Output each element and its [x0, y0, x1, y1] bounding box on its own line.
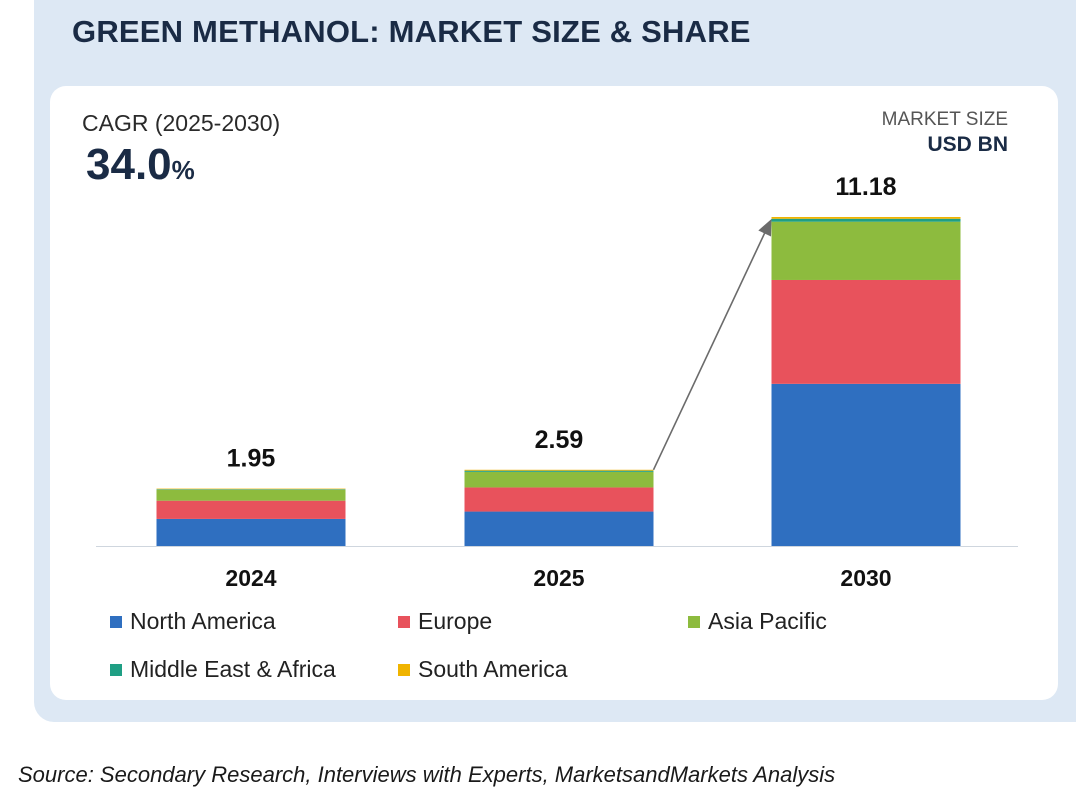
legend-swatch	[688, 615, 700, 628]
legend-swatch	[398, 615, 410, 628]
legend-item-middle-east-africa: Middle East & Africa	[110, 656, 336, 683]
cagr-value: 34.0%	[86, 140, 195, 190]
bar-segment-2030-south-america	[771, 217, 961, 219]
page-title: GREEN METHANOL: MARKET SIZE & SHARE	[72, 14, 751, 49]
bar-segment-2025-north-america	[464, 511, 654, 546]
bar-segment-2025-middle-east-africa	[464, 470, 654, 472]
bar-total-label-2024: 1.95	[227, 445, 276, 473]
bar-segment-2030-europe	[771, 279, 961, 384]
legend-item-europe: Europe	[398, 608, 492, 635]
bar-total-label-2030: 11.18	[835, 173, 896, 201]
bar-segment-2025-europe	[464, 487, 654, 512]
bar-segment-2024-south-america	[156, 488, 346, 490]
legend-label: North America	[130, 608, 276, 634]
bar-segment-2024-middle-east-africa	[156, 489, 346, 490]
source-note: Source: Secondary Research, Interviews w…	[18, 762, 836, 787]
legend-swatch	[110, 615, 122, 628]
x-tick-label-2025: 2025	[533, 565, 584, 591]
legend-label: Middle East & Africa	[130, 656, 336, 682]
market-size-label: MARKET SIZE	[881, 109, 1008, 130]
x-tick-label-2024: 2024	[225, 565, 276, 591]
legend-swatch	[398, 663, 410, 676]
growth-arrow-line	[652, 226, 769, 471]
bar-segment-2024-europe	[156, 500, 346, 519]
bar-segment-2030-asia-pacific	[771, 221, 961, 280]
legend-label: Europe	[418, 608, 493, 634]
legend-swatch	[110, 663, 122, 676]
bar-segment-2025-asia-pacific	[464, 471, 654, 488]
legend-item-south-america: South America	[398, 656, 568, 683]
legend-item-asia-pacific: Asia Pacific	[688, 608, 827, 635]
bar-segment-2030-middle-east-africa	[771, 218, 961, 222]
bar-segment-2030-north-america	[771, 383, 961, 546]
cagr-number: 34.0	[86, 140, 172, 189]
growth-arrow-head	[758, 219, 772, 237]
x-tick-label-2030: 2030	[840, 565, 891, 591]
bar-total-label-2025: 2.59	[535, 426, 584, 454]
bar-segment-2025-south-america	[464, 469, 654, 471]
market-size-unit: USD BN	[927, 133, 1008, 156]
bar-segment-2024-asia-pacific	[156, 489, 346, 501]
cagr-unit: %	[171, 155, 195, 185]
bar-segment-2024-north-america	[156, 518, 346, 546]
legend-label: Asia Pacific	[708, 608, 827, 634]
cagr-label: CAGR (2025-2030)	[82, 110, 281, 136]
legend-item-north-america: North America	[110, 608, 276, 635]
legend-label: South America	[418, 656, 568, 682]
